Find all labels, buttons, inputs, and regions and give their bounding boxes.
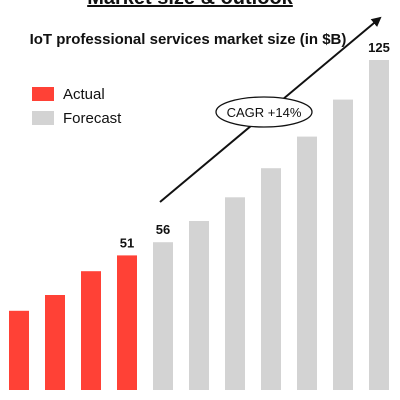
data-label-5: 56 [156, 222, 170, 237]
bar-actual-3 [81, 271, 101, 390]
chart-title: IoT professional services market size (i… [30, 31, 347, 48]
legend-swatch-actual [32, 87, 54, 101]
bar-forecast-7 [369, 60, 389, 390]
bar-forecast-3 [225, 197, 245, 390]
bar-actual-4 [117, 255, 137, 390]
data-label-4: 51 [120, 235, 134, 250]
bar-actual-1 [9, 310, 29, 390]
bar-group [9, 60, 389, 390]
chart-legend: Actual Forecast [32, 86, 122, 127]
bar-forecast-1 [153, 242, 173, 390]
page-title: Market size & outlook [87, 0, 293, 9]
bar-forecast-5 [297, 136, 317, 390]
bar-actual-2 [45, 295, 65, 390]
data-label-group: 51 56 125 [120, 40, 390, 250]
bar-forecast-2 [189, 221, 209, 390]
legend-label-forecast: Forecast [63, 110, 122, 127]
legend-label-actual: Actual [63, 86, 105, 103]
legend-swatch-forecast [32, 111, 54, 125]
bar-forecast-6 [333, 99, 353, 390]
cagr-callout-label: CAGR +14% [227, 105, 302, 120]
data-label-11: 125 [368, 40, 390, 55]
cagr-callout-oval [215, 96, 313, 128]
bar-forecast-4 [261, 168, 281, 390]
